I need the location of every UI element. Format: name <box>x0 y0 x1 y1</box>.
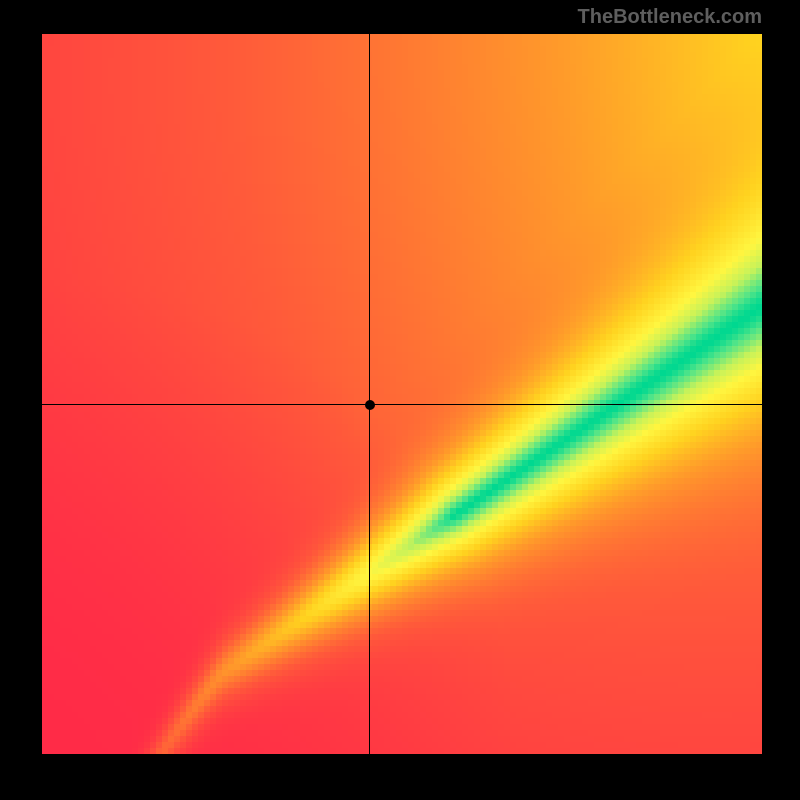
heatmap-canvas <box>42 34 762 754</box>
plot-frame <box>42 34 762 754</box>
watermark-text: TheBottleneck.com <box>578 6 762 29</box>
chart-container: TheBottleneck.com <box>0 0 800 800</box>
crosshair-marker <box>365 400 375 410</box>
crosshair-vertical <box>369 34 370 754</box>
crosshair-horizontal <box>42 404 762 405</box>
